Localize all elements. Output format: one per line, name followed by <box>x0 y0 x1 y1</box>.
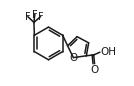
Text: O: O <box>90 65 99 75</box>
Text: F: F <box>38 12 43 22</box>
Text: F: F <box>32 10 38 20</box>
Text: F: F <box>25 12 31 22</box>
Text: O: O <box>70 53 78 63</box>
Text: OH: OH <box>100 47 116 57</box>
